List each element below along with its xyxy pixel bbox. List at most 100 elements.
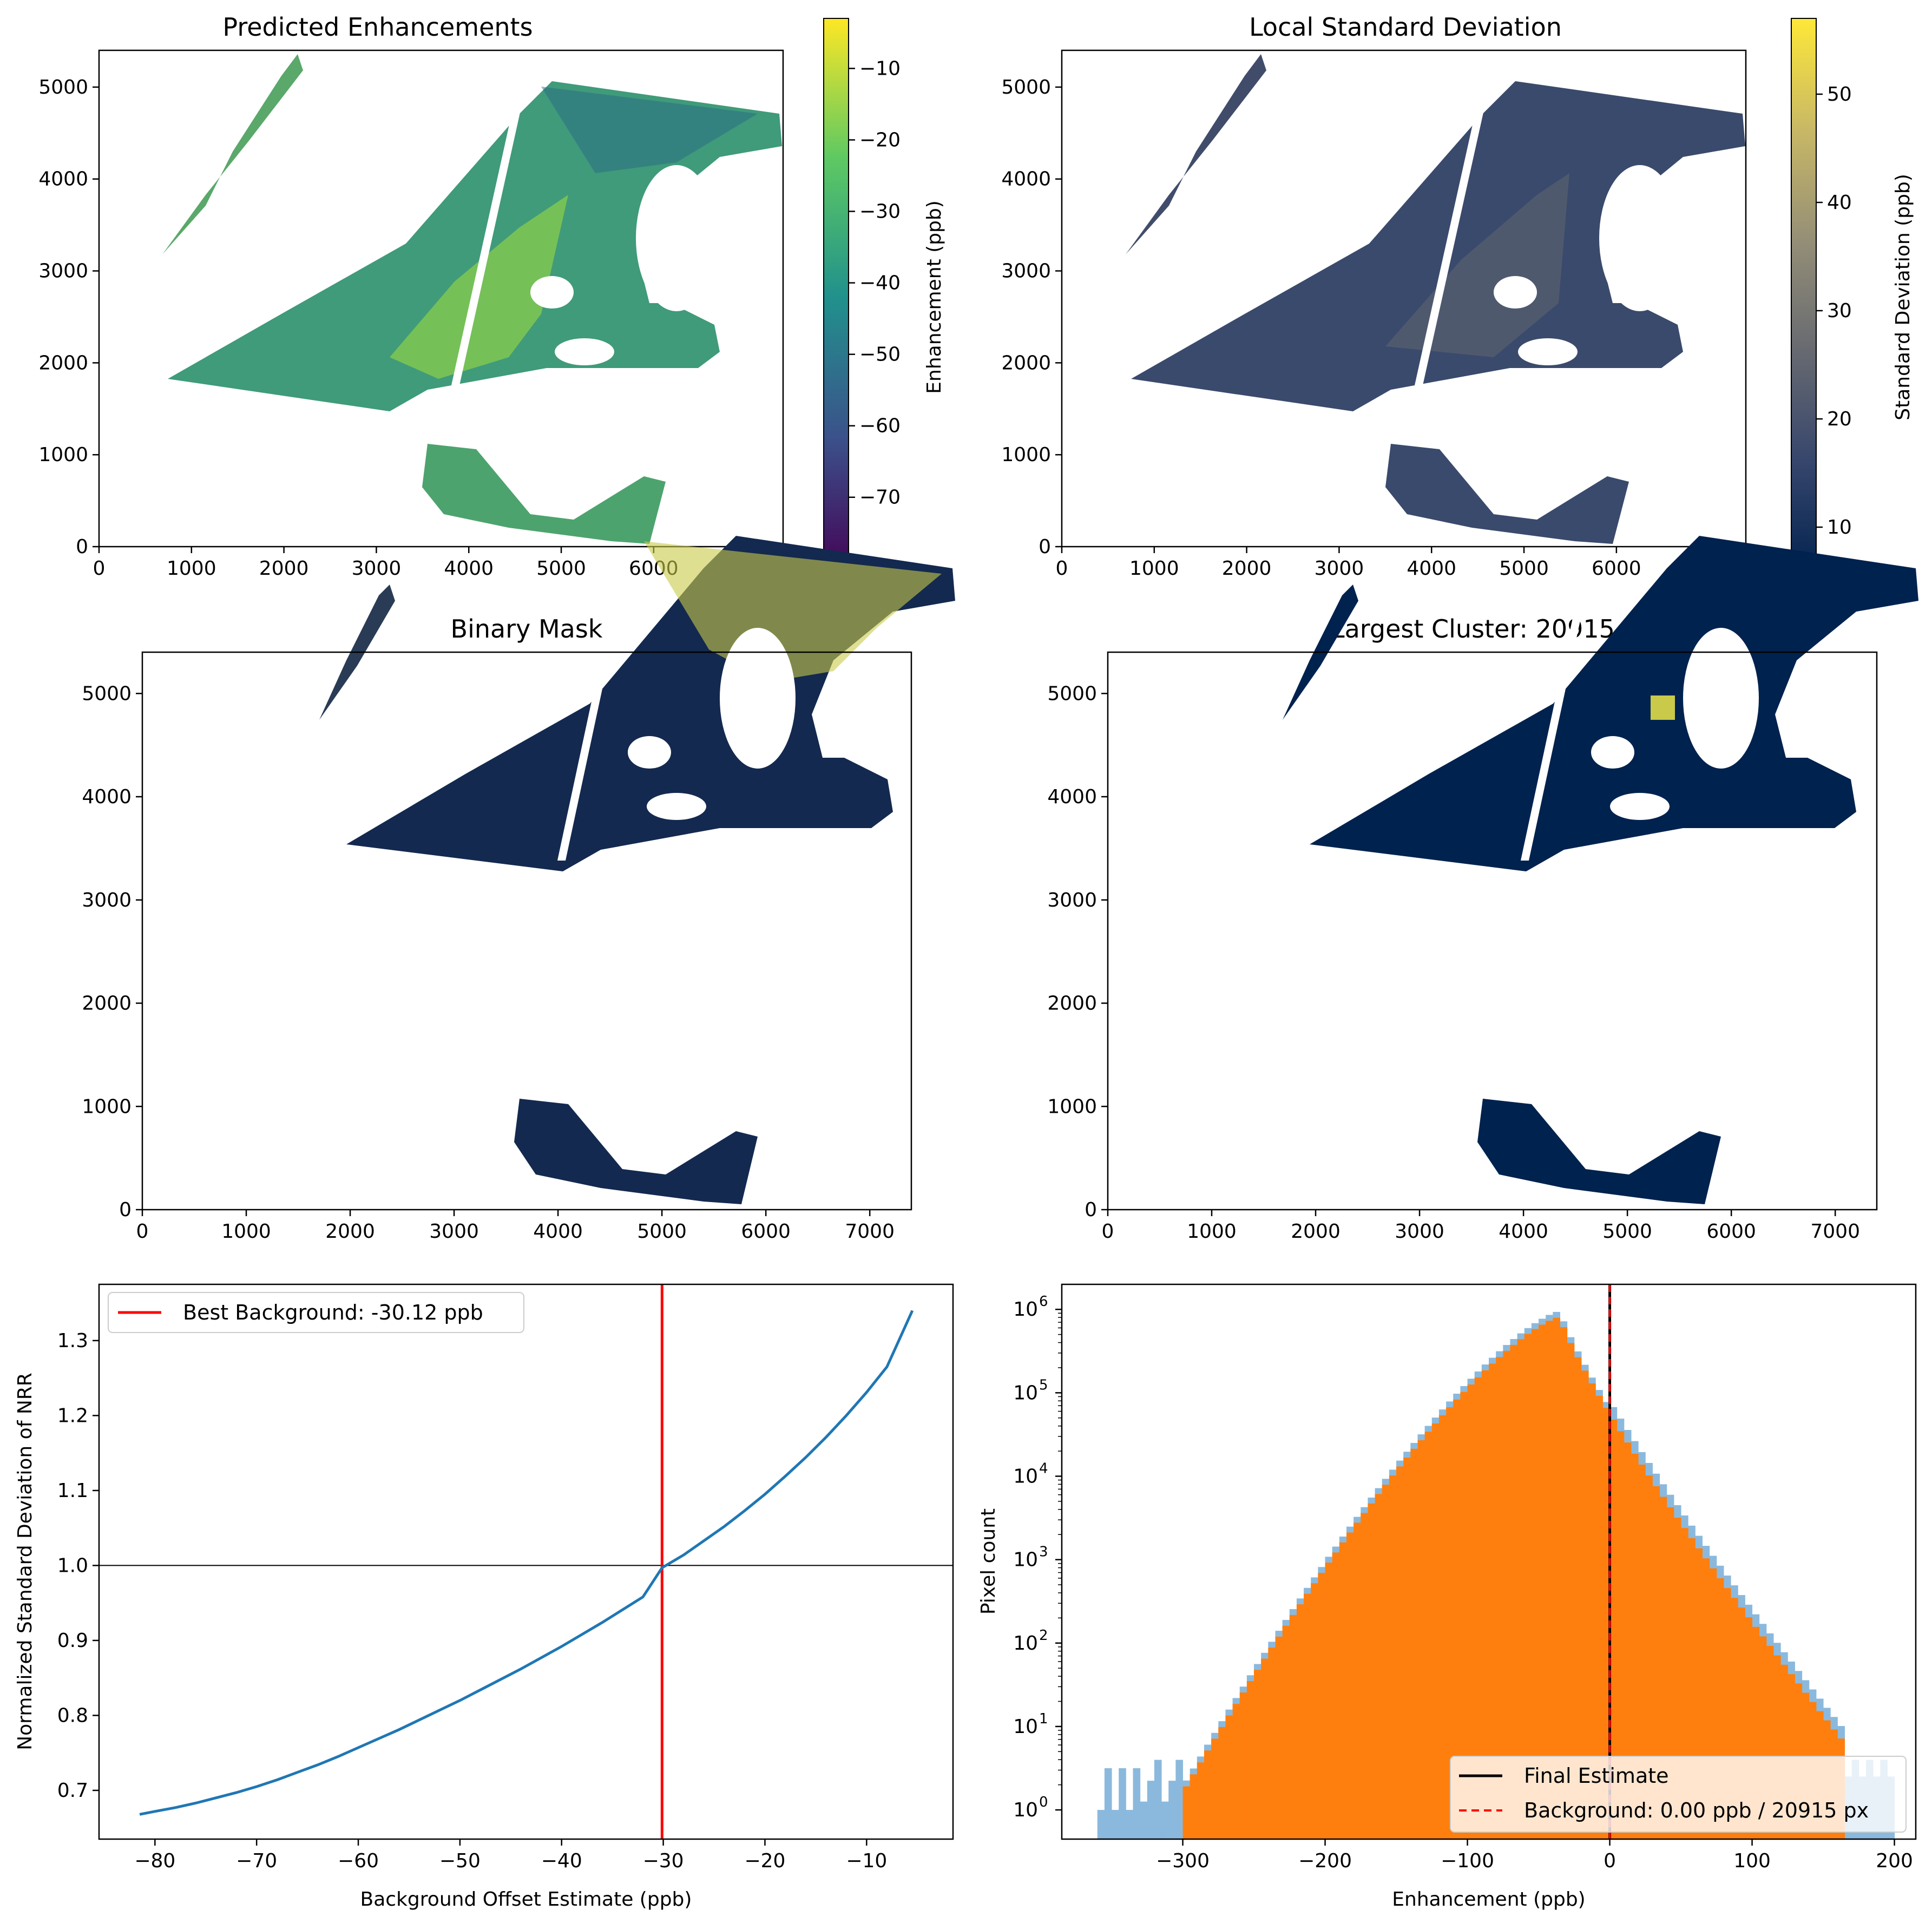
histogram-bar: [1624, 1442, 1632, 1839]
histogram-bar: [1097, 1810, 1105, 1839]
colorbar: [823, 18, 849, 576]
x-ticks: −80 −70 −60 −50 −40 −30 −20 −10: [134, 1839, 887, 1872]
colorbar: [1791, 18, 1817, 576]
x-tick-label: 2000: [259, 557, 309, 580]
map-swath-gap: [449, 103, 522, 395]
histogram-bar: [1126, 1810, 1133, 1839]
map-region-main: [1310, 536, 1918, 871]
x-tick-label: 5000: [1499, 557, 1549, 580]
y-tick-label: 0: [119, 1199, 132, 1221]
y-tick-label: 10: [1013, 1382, 1038, 1404]
x-tick-label: 1000: [167, 557, 216, 580]
y-tick-label: 10: [1013, 1466, 1038, 1488]
map-hole: [555, 338, 614, 365]
y-axis-label: Pixel count: [977, 1508, 1000, 1614]
map-region-main: [1131, 81, 1745, 411]
histogram-bar: [1489, 1363, 1496, 1839]
histogram-bar: [1581, 1370, 1589, 1839]
histogram-bar: [1503, 1350, 1510, 1839]
x-tick-label: −200: [1298, 1850, 1352, 1872]
x-tick-label: −40: [541, 1850, 582, 1872]
colorbar-label: Enhancement (ppb): [923, 200, 945, 393]
map-region-south: [1477, 1099, 1721, 1204]
colorbar-ticks: −80−70−60−50−40−30−20−10: [849, 57, 901, 580]
legend-box: [1450, 1756, 1907, 1833]
axes-frame: [98, 49, 784, 548]
y-tick-label: 10: [1013, 1632, 1038, 1655]
colorbar-tick-label: −40: [859, 272, 901, 294]
y-tick-label: 0.7: [57, 1780, 88, 1802]
histogram-bar: [1460, 1392, 1468, 1839]
histogram-bar: [1168, 1781, 1176, 1839]
colorbar-tick-label: −10: [859, 57, 901, 80]
y-tick-label: 4000: [1001, 168, 1051, 191]
y-tick-exponent: 5: [1039, 1377, 1048, 1393]
x-tick-label: 0: [93, 557, 106, 580]
x-tick-label: 1000: [1187, 1220, 1237, 1243]
x-tick-label: 200: [1876, 1850, 1913, 1872]
y-ticks: 0 1000 2000 3000 4000 5000: [1047, 682, 1108, 1221]
y-tick-label: 1.3: [57, 1330, 88, 1352]
map-hole: [1518, 338, 1578, 365]
x-tick-label: 3000: [429, 1220, 479, 1243]
x-axis-label: Background Offset Estimate (ppb): [360, 1888, 692, 1911]
y-tick-exponent: 3: [1039, 1544, 1048, 1560]
histogram-bar: [1382, 1485, 1390, 1839]
colorbar-tick-label: 40: [1827, 192, 1852, 214]
map-hole: [1610, 793, 1670, 820]
histogram-bar: [1531, 1329, 1539, 1839]
histogram-bar: [1225, 1715, 1233, 1839]
x-tick-label: 6000: [1706, 1220, 1756, 1243]
histogram-bar: [1595, 1395, 1603, 1839]
map-hole: [1591, 736, 1634, 769]
histogram-bar: [1133, 1768, 1141, 1839]
y-tick-exponent: 2: [1039, 1627, 1048, 1644]
histogram-bar: [1175, 1760, 1184, 1839]
colorbar-tick-label: −70: [859, 487, 901, 509]
histogram-bar: [1631, 1453, 1639, 1839]
y-tick-exponent: 6: [1039, 1294, 1048, 1310]
histogram-bar: [1361, 1513, 1368, 1839]
x-tick-label: 5000: [1602, 1220, 1652, 1243]
histogram-bar: [1204, 1750, 1212, 1839]
series-line: [139, 1310, 914, 1816]
histogram-bar: [1410, 1448, 1418, 1839]
histogram-bar: [1438, 1415, 1447, 1839]
histogram-bar: [1218, 1727, 1226, 1839]
x-tick-label: −50: [439, 1850, 481, 1872]
histogram-bar: [1481, 1370, 1489, 1839]
histogram-bar: [1417, 1440, 1425, 1839]
map-image: [1088, 54, 1745, 544]
y-tick-label: 1000: [38, 444, 88, 466]
histogram-bar: [1453, 1399, 1461, 1839]
legend-entry: Final Estimate: [1524, 1764, 1669, 1788]
histogram-bar: [1161, 1801, 1169, 1839]
map-region-west: [1088, 54, 1266, 287]
y-tick-label: 5000: [82, 682, 132, 705]
chart-title: Local Standard Deviation: [1249, 12, 1562, 42]
map-image: [1196, 536, 1918, 1204]
histogram-bar: [1339, 1542, 1347, 1839]
legend: Best Background: -30.12 ppb: [108, 1292, 524, 1333]
x-tick-label: −70: [236, 1850, 277, 1872]
histogram-bar: [1474, 1377, 1482, 1839]
x-tick-label: 1000: [1129, 557, 1179, 580]
histogram-bar: [1254, 1670, 1261, 1839]
x-tick-label: 2000: [325, 1220, 375, 1243]
x-ticks: 0 1000 2000 3000 4000 5000 6000 7000: [136, 1210, 895, 1243]
histogram-bar: [1147, 1781, 1155, 1839]
y-ticks: 0 1000 2000 3000 4000 5000: [38, 76, 99, 558]
histogram-bar: [1318, 1573, 1326, 1839]
chart-title: Predicted Enhancements: [222, 12, 533, 42]
map-image: [233, 536, 955, 1204]
y-tick-label: 2000: [1001, 352, 1051, 374]
x-tick-label: 4000: [1499, 1220, 1548, 1243]
y-axis-label: Normalized Standard Deviation of NRR: [14, 1373, 36, 1750]
histogram-bar: [1104, 1768, 1112, 1839]
axes-frame: [1061, 49, 1747, 548]
x-axis-label: Enhancement (ppb): [1392, 1888, 1585, 1911]
histogram-bar: [1232, 1704, 1240, 1839]
histogram-bar: [1588, 1383, 1596, 1839]
x-tick-label: 7000: [1810, 1220, 1860, 1243]
